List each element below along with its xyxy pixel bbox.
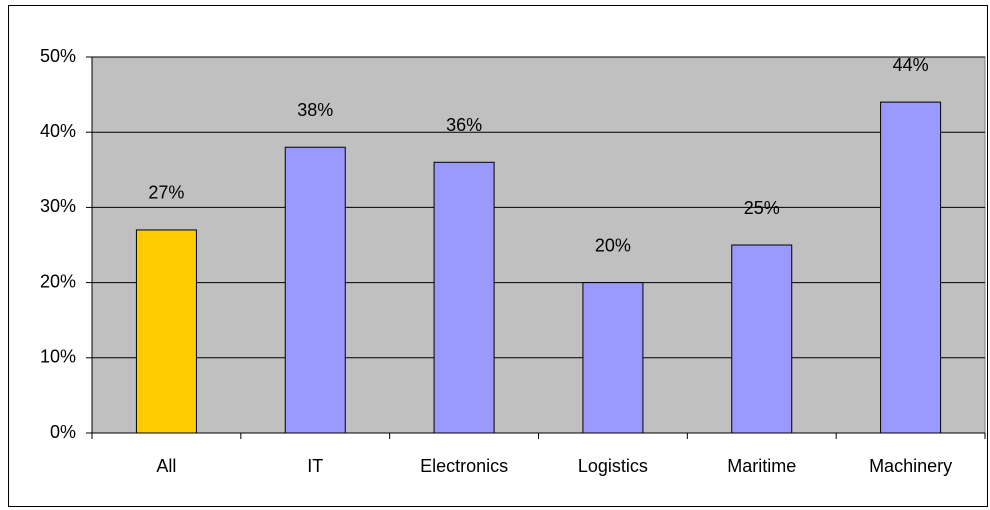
data-label: 36% [446, 115, 482, 135]
y-tick-label: 0% [50, 422, 76, 442]
bar [433, 161, 495, 434]
bar [284, 146, 346, 434]
x-tick-label: All [156, 456, 176, 476]
data-label: 38% [297, 100, 333, 120]
bar [880, 101, 942, 434]
data-label: 44% [893, 55, 929, 75]
y-tick-label: 30% [40, 196, 76, 216]
x-tick-label: Electronics [420, 456, 508, 476]
x-tick-label: Logistics [578, 456, 648, 476]
y-tick-label: 40% [40, 121, 76, 141]
x-tick-label: Machinery [869, 456, 952, 476]
bar [582, 282, 644, 434]
bar [731, 244, 793, 434]
x-tick-label: Maritime [727, 456, 796, 476]
x-tick-label: IT [307, 456, 323, 476]
y-tick-label: 20% [40, 271, 76, 291]
data-label: 27% [148, 183, 184, 203]
bar [135, 229, 197, 434]
data-label: 25% [744, 198, 780, 218]
data-label: 20% [595, 235, 631, 255]
y-tick-label: 50% [40, 46, 76, 66]
plot-area [91, 56, 986, 434]
y-tick-label: 10% [40, 347, 76, 367]
